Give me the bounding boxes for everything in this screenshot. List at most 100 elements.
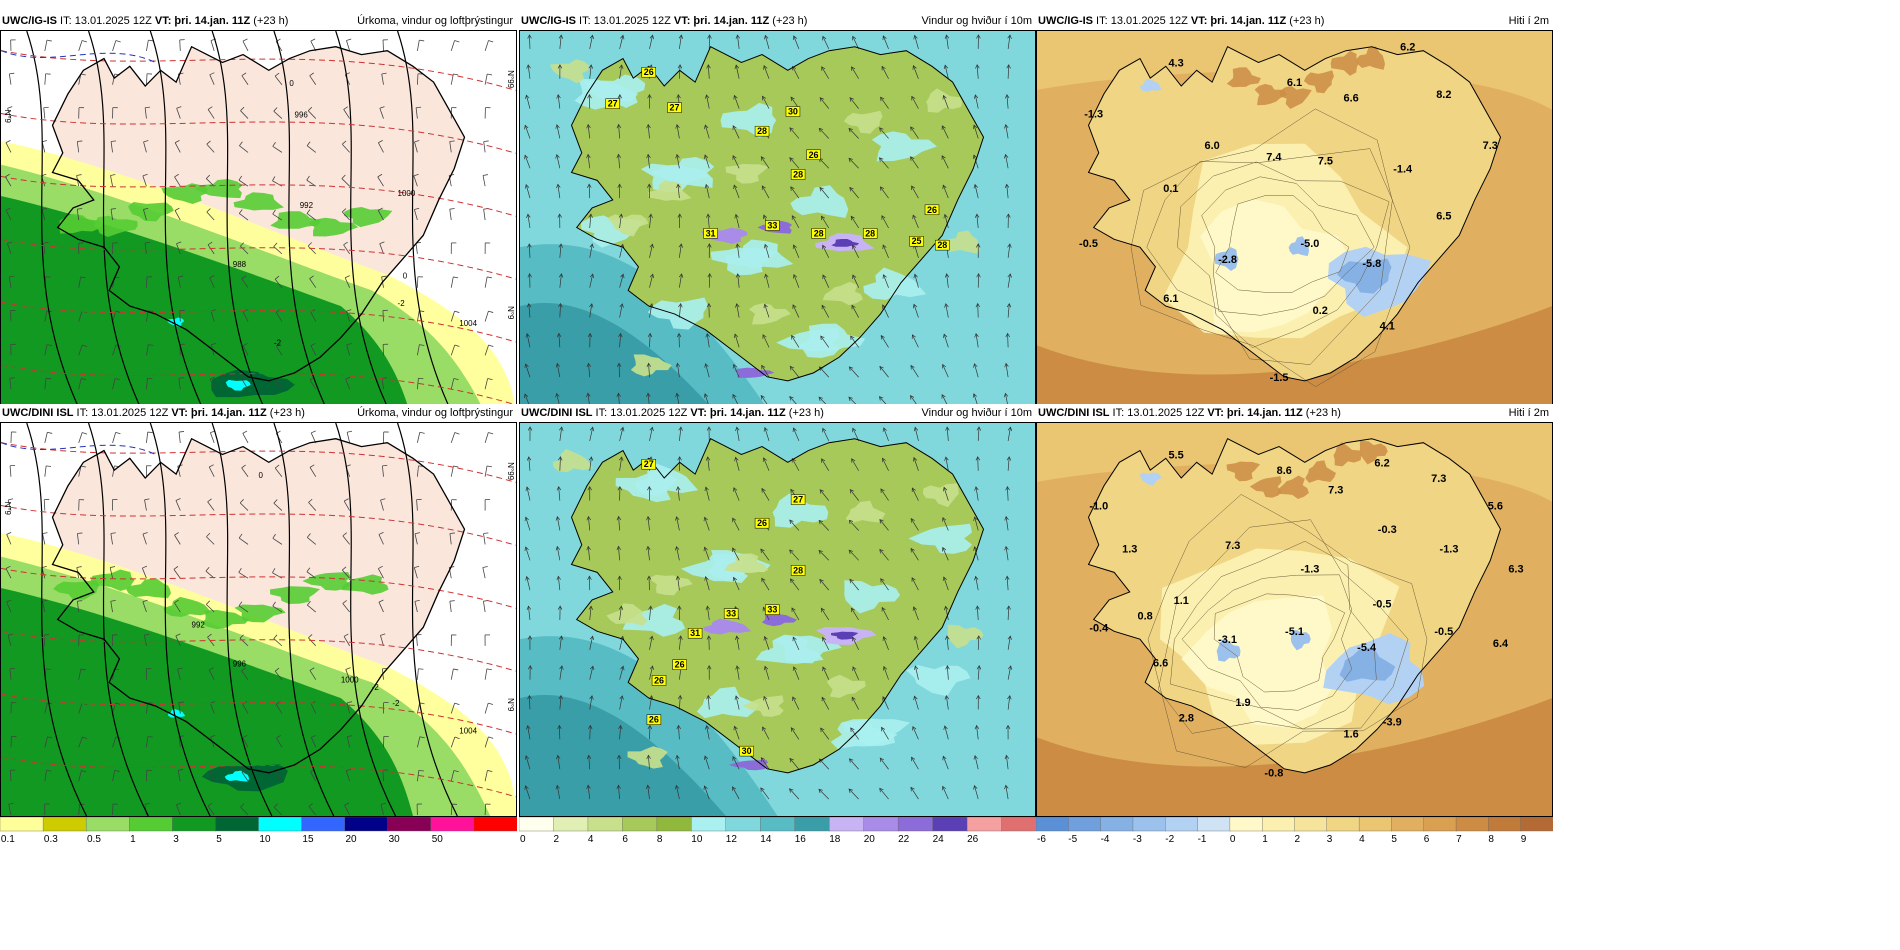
temperature-value: 7.3: [1483, 140, 1498, 152]
pressure-isobars: [26, 423, 458, 816]
legend-tick-label: 8: [1488, 834, 1494, 845]
temperature-value: 1.9: [1235, 697, 1250, 709]
valid-time: þri. 14.jan. 11Z: [190, 407, 270, 419]
temperature-value: -5.4: [1357, 642, 1377, 654]
valid-time: þri. 14.jan. 11Z: [1226, 407, 1306, 419]
init-time: 13.01.2025 12Z: [593, 15, 674, 27]
legend-swatch: [473, 817, 517, 832]
legend-swatch: [1391, 817, 1425, 832]
temperature-value: 0.1: [1163, 183, 1178, 195]
model-source: UWC/IG-IS: [2, 15, 57, 27]
legend-tick-label: 0.3: [44, 834, 58, 845]
panel-header: UWC/IG-IS IT: 13.01.2025 12Z VT: þri. 14…: [519, 12, 1036, 30]
coastline: [1087, 46, 1502, 382]
legend-tick-label: 24: [933, 834, 945, 845]
pressure-isobars: [26, 31, 458, 424]
panel-title: Úrkoma, vindur og loftþrýstingur: [357, 407, 513, 419]
gust-label: 26: [672, 659, 687, 670]
gust-label: 31: [703, 228, 718, 239]
model-source: UWC/IG-IS: [521, 15, 576, 27]
pressure-label: 1000: [398, 189, 416, 198]
map-view[interactable]: 0 -2 -2 1004 1000 996 992 N°99 N°9 N°9: [0, 422, 517, 817]
valid-label: VT:: [1190, 15, 1211, 27]
temperature-isolines: [1130, 108, 1411, 387]
legend-tick-label: 6: [622, 834, 628, 845]
gust-label: 27: [790, 494, 806, 505]
panel-title: Vindur og hviður í 10m: [921, 407, 1032, 419]
legend-tick-label: 18: [829, 834, 841, 845]
lead-time: (+23 h): [269, 407, 305, 419]
legend-swatch: [553, 817, 589, 832]
panel-header: UWC/DINI ISL IT: 13.01.2025 12Z VT: þri.…: [0, 404, 517, 422]
panel-header: UWC/DINI ISL IT: 13.01.2025 12Z VT: þri.…: [1036, 404, 1553, 422]
color-legend: -6 -5 -4 -3 -2 -1 0 1 2 3 4 5 6 7 8 9: [1036, 817, 1553, 845]
temperature-value: -1.3: [1084, 108, 1103, 120]
legend-swatch: [519, 817, 555, 832]
grid-edge-label: N°99: [506, 462, 515, 480]
legend-tick-label: 16: [795, 834, 807, 845]
grid-edge-label: N°9: [506, 306, 515, 320]
temperature-value: 6.5: [1436, 211, 1451, 223]
gust-label: 28: [862, 228, 878, 239]
legend-tick-label: 4: [1359, 834, 1365, 845]
legend-tick-label: 20: [346, 834, 358, 845]
legend-swatch: [258, 817, 303, 832]
temperature-value: -3.9: [1383, 717, 1402, 729]
legend-tick-label: 2: [554, 834, 560, 845]
gust-label: 27: [641, 459, 656, 470]
svg-text:28: 28: [793, 169, 803, 179]
svg-text:28: 28: [793, 565, 803, 575]
legend-swatch: [656, 817, 693, 832]
temperature-value: 1.1: [1174, 595, 1189, 607]
legend-swatch: [1455, 817, 1490, 832]
valid-time: þri. 14.jan. 11Z: [174, 15, 254, 27]
legend-swatch: [1520, 817, 1553, 832]
legend-swatch: [829, 817, 865, 832]
gust-label: 28: [935, 239, 950, 251]
legend-swatch: [1001, 817, 1036, 832]
legend-swatch: [1165, 817, 1199, 832]
gust-label: 27: [667, 102, 682, 113]
legend-swatch: [0, 817, 44, 832]
init-label: IT:: [73, 407, 92, 419]
legend-tick-label: -3: [1133, 834, 1142, 845]
map-view[interactable]: 26 27 27 30 28 26 28 33 31 28 28 25 26 28: [519, 30, 1036, 425]
legend-tick-label: 14: [760, 834, 772, 845]
legend-tick-label: 5: [1391, 834, 1397, 845]
legend-swatch: [1358, 817, 1393, 832]
legend-tick-label: 1: [130, 834, 136, 845]
init-time: 13.01.2025 12Z: [74, 15, 155, 27]
pressure-label: -2: [398, 299, 406, 308]
legend-swatch: [1132, 817, 1166, 832]
gust-label: 28: [790, 565, 806, 576]
temperature-value: 8.6: [1277, 465, 1292, 477]
temperature-fields: [1140, 46, 1432, 339]
map-view[interactable]: 5.5 8.6 6.2 7.3 7.3 -1.0 5.6 1.3 7.3 -1.3 -0.3 -1.3…: [1036, 422, 1553, 817]
legend-tick-label: 0.1: [1, 834, 15, 845]
legend-bar: -6 -5 -4 -3 -2 -1 0 1 2 3 4 5 6 7 8 9: [1036, 817, 1553, 847]
map-view[interactable]: 0 0 -2 -2 1004 1000 996 992 988 N°99 N°9 N°9: [0, 30, 517, 425]
coastline: [1087, 438, 1502, 774]
temperature-isotherms: [1, 50, 516, 406]
temperature-value: 0.2: [1313, 305, 1328, 317]
map-canvas: 26 27 27 30 28 26 28 33 31 28 28 25 26 28: [520, 31, 1035, 424]
svg-text:26: 26: [757, 518, 767, 528]
pressure-label: 1004: [459, 727, 477, 736]
legend-tick-label: 0.5: [87, 834, 101, 845]
map-view[interactable]: 4.3 6.2 6.1 6.6 8.2 -1.3 6.0 7.4 7.5 7.3 -1.4 0.1 6.…: [1036, 30, 1553, 425]
legend-swatch: [691, 817, 727, 832]
init-label: IT:: [1093, 15, 1111, 27]
legend-swatch: [215, 817, 260, 832]
legend-bar: 0.1 0.3 0.5 1 3 5 10 15 20 30 50: [0, 817, 517, 847]
gust-label: 31: [687, 628, 703, 639]
temperature-value: -5.8: [1362, 258, 1381, 270]
lead-time: (+23 h): [772, 15, 808, 27]
temperature-value: 6.2: [1400, 42, 1415, 54]
valid-time: þri. 14.jan. 11Z: [693, 15, 773, 27]
pressure-label: 996: [233, 660, 247, 669]
panel-header: UWC/DINI ISL IT: 13.01.2025 12Z VT: þri.…: [519, 404, 1036, 422]
map-view[interactable]: 27 27 26 28 33 33 31 26 26 26 30: [519, 422, 1036, 817]
gust-label: 26: [806, 149, 821, 160]
pressure-label: 988: [233, 260, 247, 269]
